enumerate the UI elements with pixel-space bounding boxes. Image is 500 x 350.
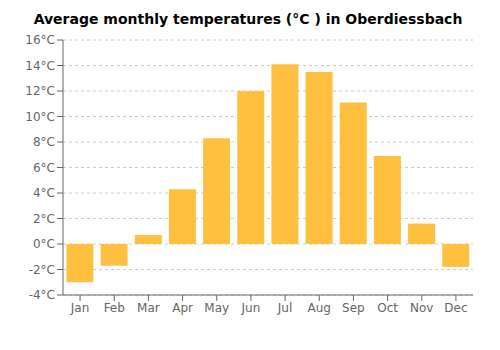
- svg-text:Nov: Nov: [410, 301, 433, 315]
- svg-text:May: May: [204, 301, 229, 315]
- svg-text:-2°C: -2°C: [29, 263, 55, 277]
- svg-text:10°C: 10°C: [25, 110, 55, 124]
- svg-text:12°C: 12°C: [25, 84, 55, 98]
- html-text:Average monthly temperatures (: Average monthly temperatures (°C ) in Ob…: [33, 11, 463, 27]
- svg-text:Feb: Feb: [104, 301, 125, 315]
- svg-text:Jun: Jun: [241, 301, 261, 315]
- svg-text:8°C: 8°C: [33, 135, 55, 149]
- svg-text:14°C: 14°C: [25, 59, 55, 73]
- svg-text:Dec: Dec: [444, 301, 467, 315]
- svg-text:6°C: 6°C: [33, 161, 55, 175]
- svg-text:0°C: 0°C: [33, 237, 55, 251]
- svg-text:Jan: Jan: [70, 301, 90, 315]
- svg-text:Sep: Sep: [342, 301, 365, 315]
- svg-text:4°C: 4°C: [33, 186, 55, 200]
- svg-text:Oct: Oct: [377, 301, 398, 315]
- svg-text:Apr: Apr: [172, 301, 193, 315]
- svg-text:-4°C: -4°C: [29, 288, 55, 302]
- svg-text:Jul: Jul: [277, 301, 292, 315]
- svg-text:Mar: Mar: [137, 301, 160, 315]
- svg-text:16°C: 16°C: [25, 33, 55, 47]
- svg-text:2°C: 2°C: [33, 212, 55, 226]
- svg-text:Aug: Aug: [308, 301, 331, 315]
